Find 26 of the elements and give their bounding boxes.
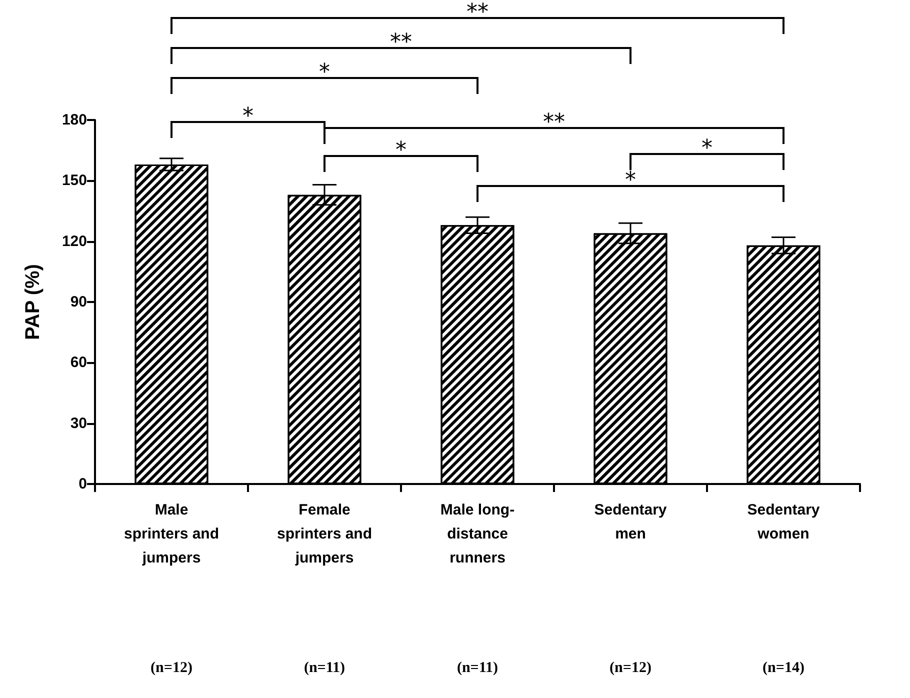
text: (n=12) bbox=[150, 660, 192, 677]
y-axis-title: PAP (%) bbox=[22, 264, 44, 340]
y-tick-label: 120 bbox=[62, 232, 87, 250]
y-tick-label: 90 bbox=[70, 294, 87, 310]
annotation: ** bbox=[543, 110, 565, 135]
annotation: * bbox=[625, 168, 636, 193]
x-tick-label: Male sprinters and jumpers bbox=[124, 502, 220, 566]
text: * bbox=[319, 60, 330, 85]
annotation: * bbox=[242, 104, 254, 129]
text: (n=11) bbox=[304, 660, 346, 677]
x-tick-label: Sedentary women bbox=[747, 502, 820, 542]
annotation: * bbox=[702, 136, 712, 161]
x-tick-label: Sedentary men bbox=[594, 502, 668, 542]
y-tick-label: 0 bbox=[78, 476, 87, 492]
text: ** bbox=[390, 30, 412, 55]
x-tick-label: Female sprinters and jumpers bbox=[276, 502, 372, 566]
x-tick-label: Male long- distance runners bbox=[440, 502, 515, 566]
text: (n=14) bbox=[762, 660, 804, 677]
y-tick-label: 30 bbox=[70, 414, 87, 432]
text: ** bbox=[466, 0, 488, 25]
text: (n=12) bbox=[610, 660, 652, 677]
y-tick-label: 150 bbox=[62, 172, 87, 190]
y-tick-label: 180 bbox=[62, 112, 87, 128]
annotation: * bbox=[396, 138, 406, 163]
y-tick-label: 60 bbox=[70, 354, 87, 372]
text: (n=11) bbox=[456, 660, 498, 677]
